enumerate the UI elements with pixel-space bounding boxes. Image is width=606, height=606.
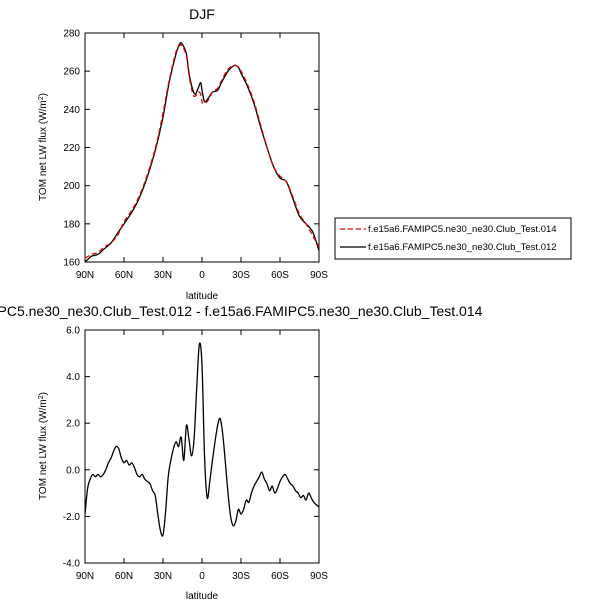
bottom-y-axis-label-sup: 2 bbox=[38, 395, 45, 399]
bottom-y-ticks: -4.0 -2.0 0.0 2.0 4.0 6.0 bbox=[63, 326, 319, 570]
bottom-y-tick-label: 0.0 bbox=[66, 465, 80, 476]
bottom-x-ticks: 90N 60N 30N 0 30S 60S 90S bbox=[76, 330, 328, 582]
top-y-axis-label-sup: 2 bbox=[38, 96, 45, 100]
top-y-tick-label: 220 bbox=[63, 143, 80, 154]
top-y-tick-label: 200 bbox=[63, 181, 80, 192]
bottom-y-tick-label: -2.0 bbox=[63, 512, 81, 523]
top-y-tick-label: 240 bbox=[63, 105, 80, 116]
top-x-tick-label: 60S bbox=[271, 270, 289, 281]
top-y-tick-label: 180 bbox=[63, 219, 80, 230]
top-x-tick-label: 90N bbox=[76, 270, 94, 281]
legend-label-012: f.e15a6.FAMIPC5.ne30_ne30.Club_Test.012 bbox=[368, 242, 557, 253]
top-y-axis-label-main: TOM net LW flux (W/m bbox=[38, 100, 49, 201]
top-x-ticks: 90N 60N 30N 0 30S 60S 90S bbox=[76, 33, 328, 281]
legend: f.e15a6.FAMIPC5.ne30_ne30.Club_Test.014 … bbox=[334, 217, 572, 260]
top-y-axis-label: TOM net LW flux (W/m2) bbox=[38, 93, 50, 201]
bottom-x-tick-label: 90S bbox=[310, 571, 328, 582]
top-panel: DJF 90N 60N 30N 0 30S 60S 90S 160 180 200 220 240 2… bbox=[38, 6, 572, 302]
bottom-panel: IPC5.ne30_ne30.Club_Test.012 - f.e15a6.F… bbox=[0, 303, 483, 602]
top-y-tick-label: 160 bbox=[63, 258, 80, 269]
bottom-y-axis-label-close: ) bbox=[38, 392, 49, 395]
top-x-tick-label: 90S bbox=[310, 270, 328, 281]
bottom-y-axis-label-main: TOM net LW flux (W/m bbox=[38, 399, 49, 500]
bottom-series-line-0 bbox=[84, 342, 320, 537]
bottom-series-lines bbox=[84, 342, 320, 537]
bottom-x-tick-label: 30S bbox=[232, 571, 250, 582]
bottom-y-tick-label: -4.0 bbox=[63, 559, 81, 570]
top-plot-frame bbox=[84, 32, 320, 263]
bottom-x-tick-label: 60S bbox=[271, 571, 289, 582]
bottom-x-tick-label: 90N bbox=[76, 571, 94, 582]
bottom-y-tick-label: 6.0 bbox=[66, 326, 80, 337]
top-chart-title: DJF bbox=[189, 6, 215, 22]
top-y-ticks: 160 180 200 220 240 260 280 bbox=[63, 29, 319, 269]
bottom-x-tick-label: 0 bbox=[199, 571, 205, 582]
top-x-tick-label: 30S bbox=[232, 270, 250, 281]
top-series-line-1 bbox=[84, 42, 320, 263]
bottom-chart-title: IPC5.ne30_ne30.Club_Test.012 - f.e15a6.F… bbox=[0, 303, 483, 319]
bottom-y-tick-label: 2.0 bbox=[66, 419, 80, 430]
top-y-tick-label: 260 bbox=[63, 67, 80, 78]
bottom-y-axis-label: TOM net LW flux (W/m2) bbox=[38, 392, 50, 500]
top-y-axis-label-close: ) bbox=[38, 93, 49, 96]
top-x-tick-label: 60N bbox=[115, 270, 133, 281]
top-y-tick-label: 280 bbox=[63, 29, 80, 40]
legend-box bbox=[334, 217, 572, 260]
top-series-lines bbox=[84, 42, 320, 263]
top-x-tick-label: 30N bbox=[154, 270, 172, 281]
top-x-tick-label: 0 bbox=[199, 270, 205, 281]
bottom-x-tick-label: 30N bbox=[154, 571, 172, 582]
bottom-x-tick-label: 60N bbox=[115, 571, 133, 582]
top-x-axis-label: latitude bbox=[186, 291, 219, 302]
top-series-line-0 bbox=[84, 44, 320, 259]
legend-label-014: f.e15a6.FAMIPC5.ne30_ne30.Club_Test.014 bbox=[368, 224, 557, 235]
bottom-y-tick-label: 4.0 bbox=[66, 372, 80, 383]
bottom-x-axis-label: latitude bbox=[186, 591, 219, 602]
